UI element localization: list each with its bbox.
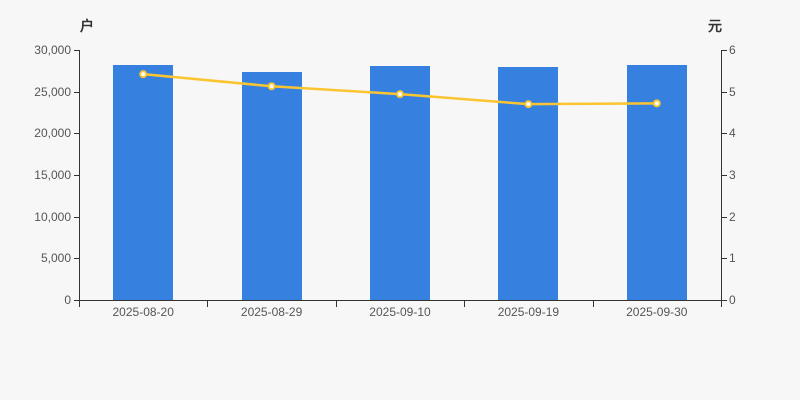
left-y-tick-label: 0: [64, 293, 71, 307]
left-y-axis-line: [79, 50, 80, 300]
right-y-tick-label: 1: [729, 251, 736, 266]
left-y-tick: [74, 258, 79, 260]
bar-2025-09-10[interactable]: [370, 65, 430, 300]
line-point-2025-08-29[interactable]: [267, 82, 276, 91]
line-series: [141, 72, 659, 106]
x-axis-tick: [464, 301, 466, 307]
line-point-2025-09-30[interactable]: [652, 99, 661, 108]
x-axis-line: [79, 300, 722, 301]
left-y-tick: [74, 300, 79, 301]
left-y-tick: [74, 175, 79, 176]
x-category-label: 2025-08-20: [112, 305, 174, 319]
left-y-tick-label: 15,000: [34, 168, 71, 182]
line-point-2025-08-20[interactable]: [139, 70, 148, 79]
left-y-tick-label: 30,000: [34, 43, 71, 57]
right-y-tick-label: 3: [729, 168, 736, 182]
left-y-tick-label: 25,000: [34, 84, 71, 99]
right-y-tick-label: 4: [729, 126, 736, 141]
left-y-tick: [74, 133, 79, 135]
line-point-2025-09-10[interactable]: [396, 90, 404, 99]
left-y-tick: [74, 91, 79, 93]
right-y-tick: [722, 91, 727, 93]
right-y-tick-label: 2: [729, 209, 736, 224]
left-y-tick: [74, 216, 79, 218]
left-y-tick-label: 20,000: [34, 126, 71, 141]
right-axis-title: 元: [708, 18, 722, 34]
left-y-tick: [74, 50, 79, 51]
left-axis-title: 户: [80, 18, 94, 34]
right-y-tick: [722, 50, 727, 51]
right-y-tick-label: 0: [729, 293, 736, 307]
x-category-label: 2025-08-29: [240, 305, 303, 319]
bar-2025-08-29[interactable]: [241, 71, 302, 300]
x-category-label: 2025-09-10: [369, 305, 431, 319]
right-y-tick: [722, 216, 727, 218]
right-y-tick: [722, 300, 727, 301]
line-point-2025-09-19[interactable]: [524, 100, 533, 109]
x-axis-tick: [592, 301, 594, 307]
right-y-tick-label: 5: [729, 84, 736, 99]
x-axis-tick: [721, 301, 722, 307]
right-y-tick: [722, 175, 727, 176]
x-axis-tick: [335, 301, 337, 307]
right-y-tick-label: 6: [729, 43, 736, 57]
bar-2025-08-20[interactable]: [113, 64, 174, 300]
right-y-axis-line: [721, 50, 722, 300]
x-axis-tick: [207, 301, 209, 307]
right-y-tick: [722, 258, 727, 260]
x-category-label: 2025-09-19: [497, 305, 560, 319]
x-axis-tick: [79, 301, 80, 307]
x-category-label: 2025-09-30: [626, 305, 688, 319]
right-y-tick: [722, 133, 727, 135]
left-y-tick-label: 10,000: [34, 209, 71, 224]
left-y-tick-label: 5,000: [40, 251, 71, 266]
